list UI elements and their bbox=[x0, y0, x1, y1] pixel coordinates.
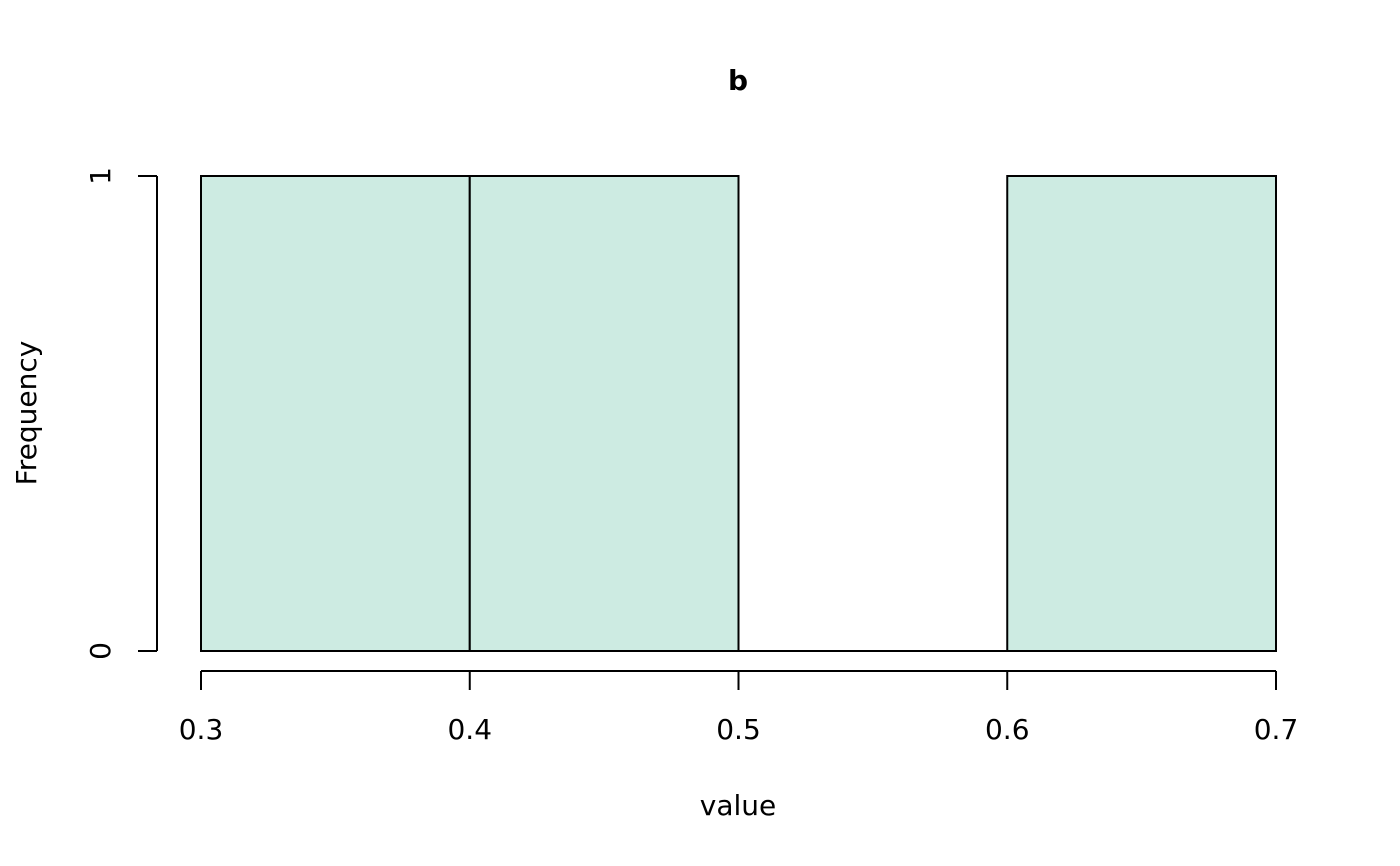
y-tick-label-0: 0 bbox=[84, 642, 117, 660]
y-tick-label-1: 1 bbox=[84, 167, 117, 185]
y-axis-label: Frequency bbox=[10, 341, 43, 486]
x-tick-label-1: 0.4 bbox=[447, 713, 492, 746]
y-axis: 01 bbox=[84, 167, 158, 660]
x-tick-label-2: 0.5 bbox=[716, 713, 761, 746]
x-axis: 0.3 0.4 0.5 0.6 0.7 bbox=[179, 670, 1299, 746]
x-tick-label-4: 0.7 bbox=[1254, 713, 1299, 746]
histogram-bar-1 bbox=[468, 175, 740, 652]
histogram-bar-0 bbox=[200, 175, 471, 652]
x-tick-label-3: 0.6 bbox=[985, 713, 1030, 746]
chart-title: b bbox=[728, 64, 748, 97]
bars-group bbox=[200, 175, 1277, 652]
x-axis-label: value bbox=[700, 789, 776, 822]
histogram-bar-3 bbox=[1006, 175, 1277, 652]
x-tick-label-0: 0.3 bbox=[179, 713, 224, 746]
